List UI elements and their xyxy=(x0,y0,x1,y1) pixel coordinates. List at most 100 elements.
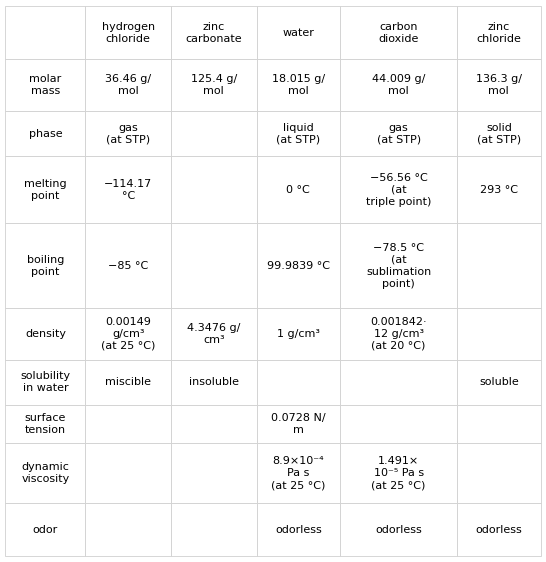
Text: −114.17
°C: −114.17 °C xyxy=(104,179,152,201)
Text: 8.9×10⁻⁴
Pa s
(at 25 °C): 8.9×10⁻⁴ Pa s (at 25 °C) xyxy=(271,456,325,490)
Text: odorless: odorless xyxy=(476,525,522,535)
Bar xyxy=(457,360,541,405)
Bar xyxy=(171,503,257,556)
Bar xyxy=(457,6,541,60)
Bar xyxy=(85,360,171,405)
Text: carbon
dioxide: carbon dioxide xyxy=(378,21,419,43)
Bar xyxy=(85,111,171,156)
Bar xyxy=(85,60,171,111)
Bar xyxy=(85,503,171,556)
Text: zinc
chloride: zinc chloride xyxy=(477,21,521,43)
Bar xyxy=(5,6,85,60)
Bar xyxy=(171,6,257,60)
Bar xyxy=(171,360,257,405)
Bar xyxy=(171,224,257,308)
Bar xyxy=(457,156,541,224)
Bar xyxy=(457,308,541,360)
Bar xyxy=(5,360,85,405)
Bar xyxy=(257,6,340,60)
Text: liquid
(at STP): liquid (at STP) xyxy=(276,123,321,145)
Bar xyxy=(85,156,171,224)
Bar xyxy=(5,443,85,503)
Text: 1.491×
10⁻⁵ Pa s
(at 25 °C): 1.491× 10⁻⁵ Pa s (at 25 °C) xyxy=(371,456,426,490)
Text: hydrogen
chloride: hydrogen chloride xyxy=(102,21,155,43)
Text: surface
tension: surface tension xyxy=(25,413,66,435)
Text: odorless: odorless xyxy=(375,525,422,535)
Bar xyxy=(85,6,171,60)
Text: 0.001842·
12 g/cm³
(at 20 °C): 0.001842· 12 g/cm³ (at 20 °C) xyxy=(370,317,427,351)
Text: 293 °C: 293 °C xyxy=(480,185,518,195)
Bar xyxy=(171,156,257,224)
Text: molar
mass: molar mass xyxy=(29,75,62,97)
Bar xyxy=(340,443,457,503)
Bar xyxy=(257,443,340,503)
Text: −56.56 °C
(at
triple point): −56.56 °C (at triple point) xyxy=(366,173,431,207)
Text: dynamic
viscosity: dynamic viscosity xyxy=(21,462,69,484)
Bar xyxy=(340,60,457,111)
Text: solid
(at STP): solid (at STP) xyxy=(477,123,521,145)
Bar xyxy=(457,443,541,503)
Text: gas
(at STP): gas (at STP) xyxy=(377,123,420,145)
Text: 4.3476 g/
cm³: 4.3476 g/ cm³ xyxy=(187,323,241,345)
Bar xyxy=(171,60,257,111)
Bar xyxy=(340,405,457,443)
Text: −85 °C: −85 °C xyxy=(108,261,149,271)
Bar xyxy=(257,405,340,443)
Bar xyxy=(257,156,340,224)
Text: −78.5 °C
(at
sublimation
point): −78.5 °C (at sublimation point) xyxy=(366,243,431,289)
Bar xyxy=(85,443,171,503)
Bar xyxy=(457,60,541,111)
Bar xyxy=(257,224,340,308)
Text: 125.4 g/
mol: 125.4 g/ mol xyxy=(191,75,237,97)
Text: 36.46 g/
mol: 36.46 g/ mol xyxy=(105,75,151,97)
Text: solubility
in water: solubility in water xyxy=(20,371,70,393)
Bar xyxy=(5,156,85,224)
Text: 0.0728 N/
m: 0.0728 N/ m xyxy=(271,413,325,435)
Bar xyxy=(257,308,340,360)
Text: 136.3 g/
mol: 136.3 g/ mol xyxy=(476,75,522,97)
Bar xyxy=(257,111,340,156)
Text: odor: odor xyxy=(33,525,58,535)
Text: density: density xyxy=(25,329,66,339)
Bar xyxy=(340,156,457,224)
Bar xyxy=(257,60,340,111)
Bar xyxy=(5,308,85,360)
Bar xyxy=(340,503,457,556)
Bar xyxy=(457,405,541,443)
Bar xyxy=(85,405,171,443)
Bar xyxy=(5,405,85,443)
Text: 44.009 g/
mol: 44.009 g/ mol xyxy=(372,75,425,97)
Bar xyxy=(457,224,541,308)
Text: water: water xyxy=(282,28,314,38)
Bar xyxy=(340,308,457,360)
Text: melting
point: melting point xyxy=(24,179,67,201)
Text: miscible: miscible xyxy=(105,377,151,387)
Bar xyxy=(5,60,85,111)
Text: boiling
point: boiling point xyxy=(27,255,64,277)
Bar xyxy=(171,443,257,503)
Text: 99.9839 °C: 99.9839 °C xyxy=(267,261,330,271)
Text: odorless: odorless xyxy=(275,525,322,535)
Bar xyxy=(85,224,171,308)
Text: 0 °C: 0 °C xyxy=(287,185,310,195)
Text: soluble: soluble xyxy=(479,377,519,387)
Bar xyxy=(171,111,257,156)
Text: insoluble: insoluble xyxy=(189,377,239,387)
Bar xyxy=(257,360,340,405)
Text: 1 g/cm³: 1 g/cm³ xyxy=(277,329,320,339)
Bar xyxy=(457,503,541,556)
Bar xyxy=(340,224,457,308)
Bar xyxy=(340,360,457,405)
Text: zinc
carbonate: zinc carbonate xyxy=(186,21,242,43)
Bar xyxy=(257,503,340,556)
Bar xyxy=(5,111,85,156)
Bar xyxy=(171,308,257,360)
Bar xyxy=(171,405,257,443)
Bar xyxy=(5,224,85,308)
Text: 18.015 g/
mol: 18.015 g/ mol xyxy=(272,75,325,97)
Bar xyxy=(340,111,457,156)
Text: gas
(at STP): gas (at STP) xyxy=(106,123,150,145)
Bar xyxy=(340,6,457,60)
Bar xyxy=(85,308,171,360)
Text: phase: phase xyxy=(28,129,62,139)
